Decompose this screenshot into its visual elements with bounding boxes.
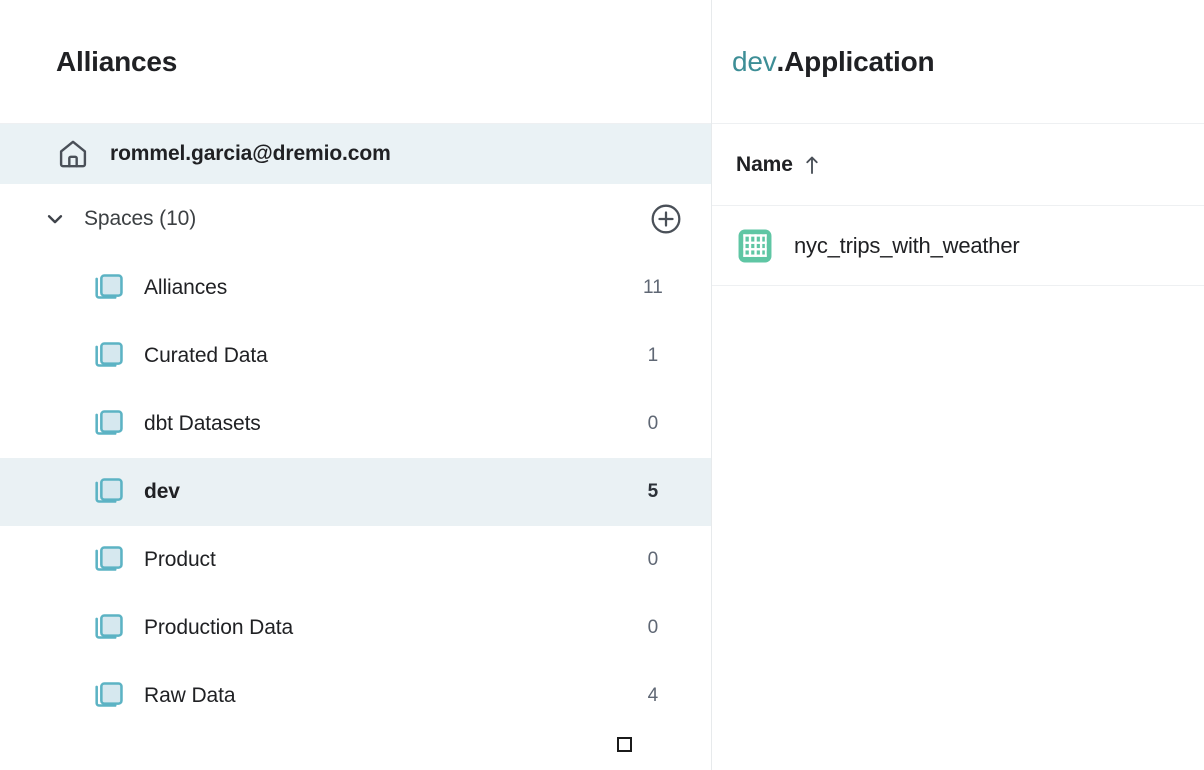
space-name: Raw Data xyxy=(144,684,236,707)
dataset-grid-icon xyxy=(736,227,774,265)
breadcrumb-separator: . xyxy=(776,45,785,77)
sidebar-section-label: Spaces (10) xyxy=(84,207,197,230)
sidebar: Alliances rommel.garcia@dremio.com Space… xyxy=(0,0,712,770)
space-name: dbt Datasets xyxy=(144,412,261,435)
space-count: 1 xyxy=(647,345,659,366)
main-header: dev.Application xyxy=(712,0,1204,124)
space-list: Alliances 11 Curated Data 1 xyxy=(0,254,711,730)
page-title: Alliances xyxy=(56,45,178,77)
space-name: Alliances xyxy=(144,276,228,299)
space-count: 0 xyxy=(647,617,659,638)
space-icon xyxy=(92,679,126,713)
sidebar-item-home[interactable]: rommel.garcia@dremio.com xyxy=(0,124,711,184)
list-item[interactable]: Alliances 11 xyxy=(0,254,711,322)
cursor-marker xyxy=(617,737,632,752)
space-icon xyxy=(92,475,126,509)
table-header-row: Name xyxy=(712,124,1204,206)
sidebar-home-label: rommel.garcia@dremio.com xyxy=(110,142,391,165)
space-icon xyxy=(92,611,126,645)
breadcrumb-leaf: Application xyxy=(784,45,935,77)
list-item-selected[interactable]: dev 5 xyxy=(0,458,711,526)
list-item[interactable]: Product 0 xyxy=(0,526,711,594)
list-item[interactable]: Curated Data 1 xyxy=(0,322,711,390)
space-count: 5 xyxy=(647,481,659,502)
column-header-name[interactable]: Name xyxy=(736,153,820,177)
space-name: dev xyxy=(144,480,180,503)
sort-ascending-icon[interactable] xyxy=(804,155,820,175)
space-count: 0 xyxy=(647,413,659,434)
column-header-name-label: Name xyxy=(736,152,793,176)
space-icon xyxy=(92,339,126,373)
table-row[interactable]: nyc_trips_with_weather xyxy=(712,206,1204,286)
sidebar-section-spaces[interactable]: Spaces (10) xyxy=(0,184,711,254)
space-name: Production Data xyxy=(144,616,294,639)
add-space-button[interactable] xyxy=(649,202,683,236)
main-panel: dev.Application Name xyxy=(712,0,1204,770)
dataset-name[interactable]: nyc_trips_with_weather xyxy=(794,232,1020,258)
breadcrumb: dev.Application xyxy=(732,45,935,77)
space-count: 4 xyxy=(647,685,659,706)
space-name: Product xyxy=(144,548,216,571)
space-icon xyxy=(92,271,126,305)
home-icon xyxy=(56,137,90,171)
chevron-down-icon[interactable] xyxy=(44,208,66,230)
space-count: 11 xyxy=(642,277,664,298)
list-item[interactable]: Raw Data 4 xyxy=(0,662,711,730)
table-body: nyc_trips_with_weather xyxy=(712,206,1204,286)
space-count: 0 xyxy=(647,549,659,570)
space-icon xyxy=(92,543,126,577)
sidebar-header: Alliances xyxy=(0,0,711,124)
breadcrumb-namespace[interactable]: dev xyxy=(732,45,777,77)
space-name: Curated Data xyxy=(144,344,268,367)
space-icon xyxy=(92,407,126,441)
list-item[interactable]: dbt Datasets 0 xyxy=(0,390,711,458)
list-item[interactable]: Production Data 0 xyxy=(0,594,711,662)
